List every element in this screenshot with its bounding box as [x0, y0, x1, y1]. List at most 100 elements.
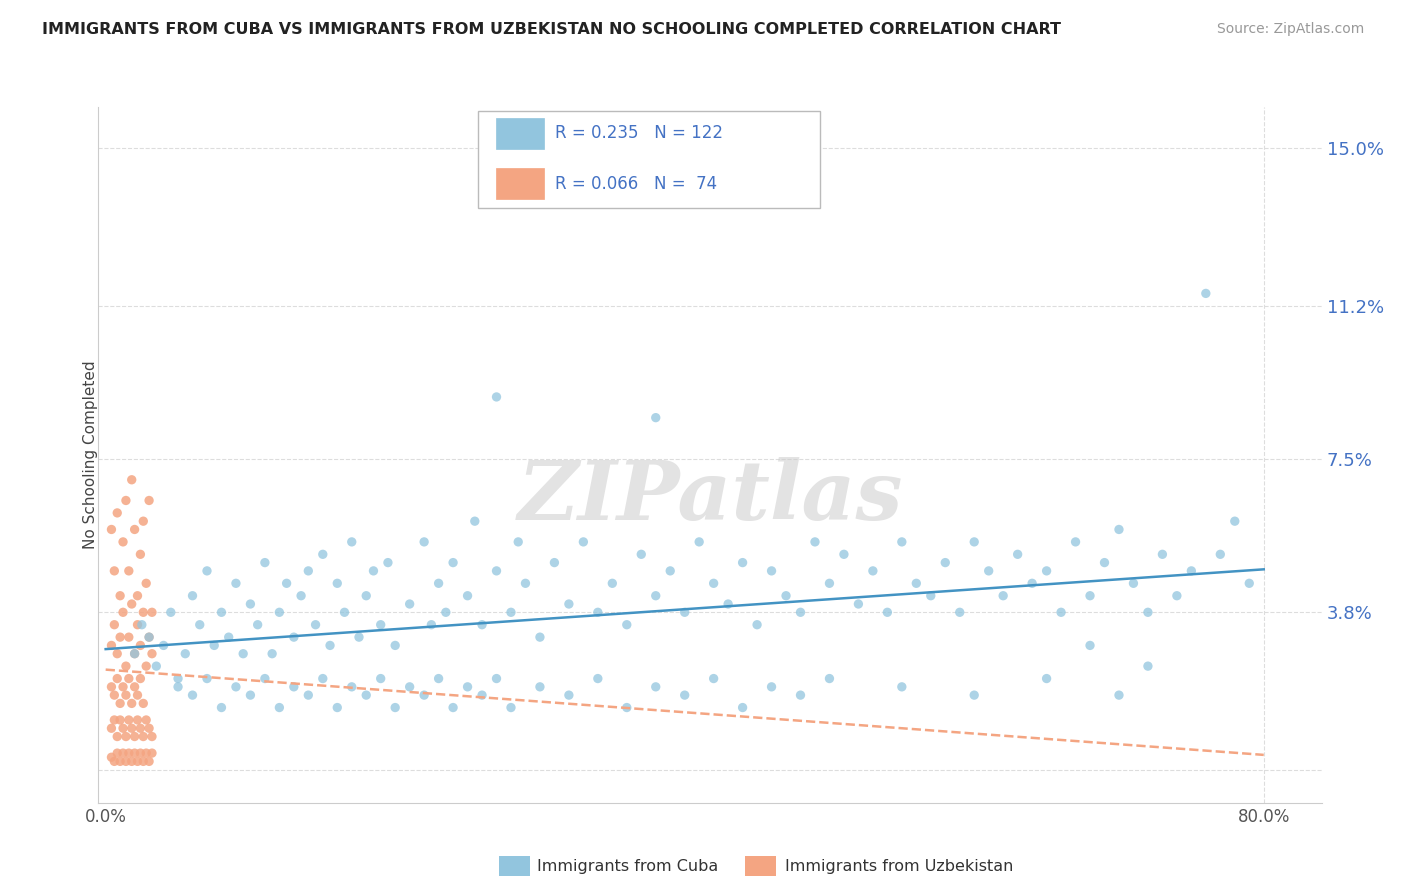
- Point: [499, 605, 522, 619]
- Point: [326, 700, 349, 714]
- Point: [529, 680, 551, 694]
- Point: [105, 746, 128, 760]
- Point: [121, 755, 143, 769]
- Point: [135, 576, 157, 591]
- Point: [141, 647, 163, 661]
- Point: [115, 493, 138, 508]
- Point: [225, 576, 247, 591]
- Point: [905, 576, 928, 591]
- Point: [121, 697, 143, 711]
- Point: [630, 547, 652, 561]
- Point: [112, 535, 135, 549]
- Point: [427, 576, 450, 591]
- Point: [108, 589, 131, 603]
- Point: [659, 564, 682, 578]
- Point: [283, 680, 305, 694]
- Point: [124, 523, 146, 537]
- Point: [141, 730, 163, 744]
- Point: [195, 564, 218, 578]
- Point: [644, 410, 666, 425]
- Point: [290, 589, 312, 603]
- Point: [103, 617, 125, 632]
- Point: [890, 535, 912, 549]
- Point: [167, 672, 190, 686]
- Point: [1166, 589, 1188, 603]
- Point: [312, 672, 335, 686]
- Point: [471, 617, 494, 632]
- Point: [108, 697, 131, 711]
- Point: [132, 730, 155, 744]
- Point: [112, 721, 135, 735]
- Point: [354, 589, 377, 603]
- Point: [112, 605, 135, 619]
- Point: [312, 547, 335, 561]
- Point: [1021, 576, 1043, 591]
- Point: [124, 730, 146, 744]
- Point: [239, 597, 262, 611]
- Point: [457, 680, 479, 694]
- Point: [103, 564, 125, 578]
- Point: [398, 597, 420, 611]
- Point: [118, 630, 141, 644]
- Point: [246, 617, 269, 632]
- Point: [276, 576, 298, 591]
- Point: [297, 564, 319, 578]
- Point: [100, 523, 122, 537]
- Point: [1239, 576, 1261, 591]
- Point: [1108, 523, 1130, 537]
- Point: [141, 605, 163, 619]
- Point: [105, 647, 128, 661]
- Point: [132, 755, 155, 769]
- Point: [508, 535, 530, 549]
- Point: [673, 688, 696, 702]
- Point: [129, 639, 152, 653]
- Point: [572, 535, 595, 549]
- Point: [340, 535, 363, 549]
- Point: [420, 617, 443, 632]
- Point: [167, 680, 190, 694]
- Point: [485, 564, 508, 578]
- Point: [138, 721, 160, 735]
- Point: [127, 617, 149, 632]
- Point: [949, 605, 972, 619]
- Point: [789, 688, 811, 702]
- Point: [1122, 576, 1144, 591]
- Point: [124, 746, 146, 760]
- Point: [761, 680, 783, 694]
- Point: [862, 564, 884, 578]
- Point: [775, 589, 797, 603]
- Point: [239, 688, 262, 702]
- Point: [761, 564, 783, 578]
- Point: [195, 672, 218, 686]
- Point: [105, 730, 128, 744]
- Point: [1064, 535, 1087, 549]
- Point: [586, 672, 609, 686]
- Text: R = 0.066   N =  74: R = 0.066 N = 74: [555, 175, 717, 193]
- Point: [963, 688, 986, 702]
- Text: Immigrants from Cuba: Immigrants from Cuba: [537, 859, 718, 873]
- Point: [688, 535, 710, 549]
- Point: [471, 688, 494, 702]
- Point: [112, 680, 135, 694]
- FancyBboxPatch shape: [478, 111, 820, 208]
- Point: [225, 680, 247, 694]
- Point: [731, 556, 754, 570]
- Point: [413, 688, 436, 702]
- Point: [920, 589, 942, 603]
- Point: [832, 547, 855, 561]
- Point: [100, 750, 122, 764]
- Point: [818, 576, 841, 591]
- Point: [789, 605, 811, 619]
- Point: [673, 605, 696, 619]
- Point: [1035, 564, 1057, 578]
- Point: [377, 556, 399, 570]
- Point: [121, 721, 143, 735]
- Text: Source: ZipAtlas.com: Source: ZipAtlas.com: [1216, 22, 1364, 37]
- Point: [1007, 547, 1029, 561]
- Point: [132, 605, 155, 619]
- Text: IMMIGRANTS FROM CUBA VS IMMIGRANTS FROM UZBEKISTAN NO SCHOOLING COMPLETED CORREL: IMMIGRANTS FROM CUBA VS IMMIGRANTS FROM …: [42, 22, 1062, 37]
- Point: [211, 605, 233, 619]
- Point: [124, 680, 146, 694]
- Point: [127, 713, 149, 727]
- Point: [152, 639, 174, 653]
